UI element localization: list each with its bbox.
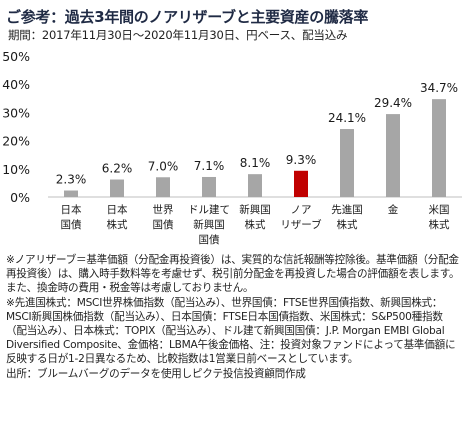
bar <box>294 170 308 197</box>
x-tick-label: ドル建て新興国国債 <box>188 203 230 246</box>
x-tick-label: 先進国株式 <box>331 204 363 231</box>
data-label: 6.2% <box>102 162 133 176</box>
bar <box>386 114 400 197</box>
data-label: 7.1% <box>194 159 225 173</box>
bar <box>432 99 446 197</box>
data-label: 24.1% <box>328 111 366 125</box>
bar <box>202 176 216 197</box>
source-note: 出所：ブルームバーグのデータを使用しピクテ投信投資顧問作成 <box>6 367 306 380</box>
y-tick-label: 0% <box>10 190 30 205</box>
data-label: 2.3% <box>56 173 87 187</box>
bar <box>64 190 78 197</box>
x-tick-label: 新興国株式 <box>239 203 271 231</box>
bar <box>340 129 354 197</box>
data-label: 9.3% <box>286 153 317 167</box>
bar <box>156 177 170 197</box>
y-tick-label: 10% <box>2 162 30 177</box>
footnote-base-price: ※ノアリザーブ＝基準価額（分配金再投資後）は、実質的な信託報酬等控除後。基準価額… <box>6 254 460 295</box>
bar-chart: 0% 10% 20% 30% 40% 50% 2.3% 日本国債 6.2% 日本株式 7.0% 世界国… <box>2 49 462 246</box>
x-tick-label: 米国株式 <box>429 203 450 231</box>
y-tick-label: 40% <box>2 77 30 92</box>
x-tick-label: 世界国債 <box>153 204 174 231</box>
data-label: 7.0% <box>148 159 179 173</box>
x-tick-label: 金 <box>388 203 399 216</box>
x-tick-label: ノアリザーブ <box>280 204 322 231</box>
x-tick-label: 日本株式 <box>107 203 128 231</box>
bar <box>110 179 124 197</box>
data-label: 8.1% <box>240 156 271 170</box>
bar <box>248 174 262 197</box>
y-tick-label: 50% <box>2 49 30 64</box>
footnote-indices: ※先進国株式：MSCI世界株価指数（配当込み）、世界国債：FTSE世界国債指数、… <box>6 296 456 366</box>
y-tick-label: 20% <box>2 134 30 149</box>
chart-subtitle: 期間：2017年11月30日～2020年11月30日、円ベース、配当込み <box>8 28 348 42</box>
x-tick-label: 日本国債 <box>61 203 82 231</box>
chart-title: ご参考：過去3年間のノアリザーブと主要資産の騰落率 <box>6 8 369 26</box>
y-tick-label: 30% <box>2 105 30 120</box>
data-label: 29.4% <box>374 96 412 110</box>
footnotes: ※ノアリザーブ＝基準価額（分配金再投資後）は、実質的な信託報酬等控除後。基準価額… <box>6 253 461 381</box>
data-label: 34.7% <box>420 81 458 95</box>
